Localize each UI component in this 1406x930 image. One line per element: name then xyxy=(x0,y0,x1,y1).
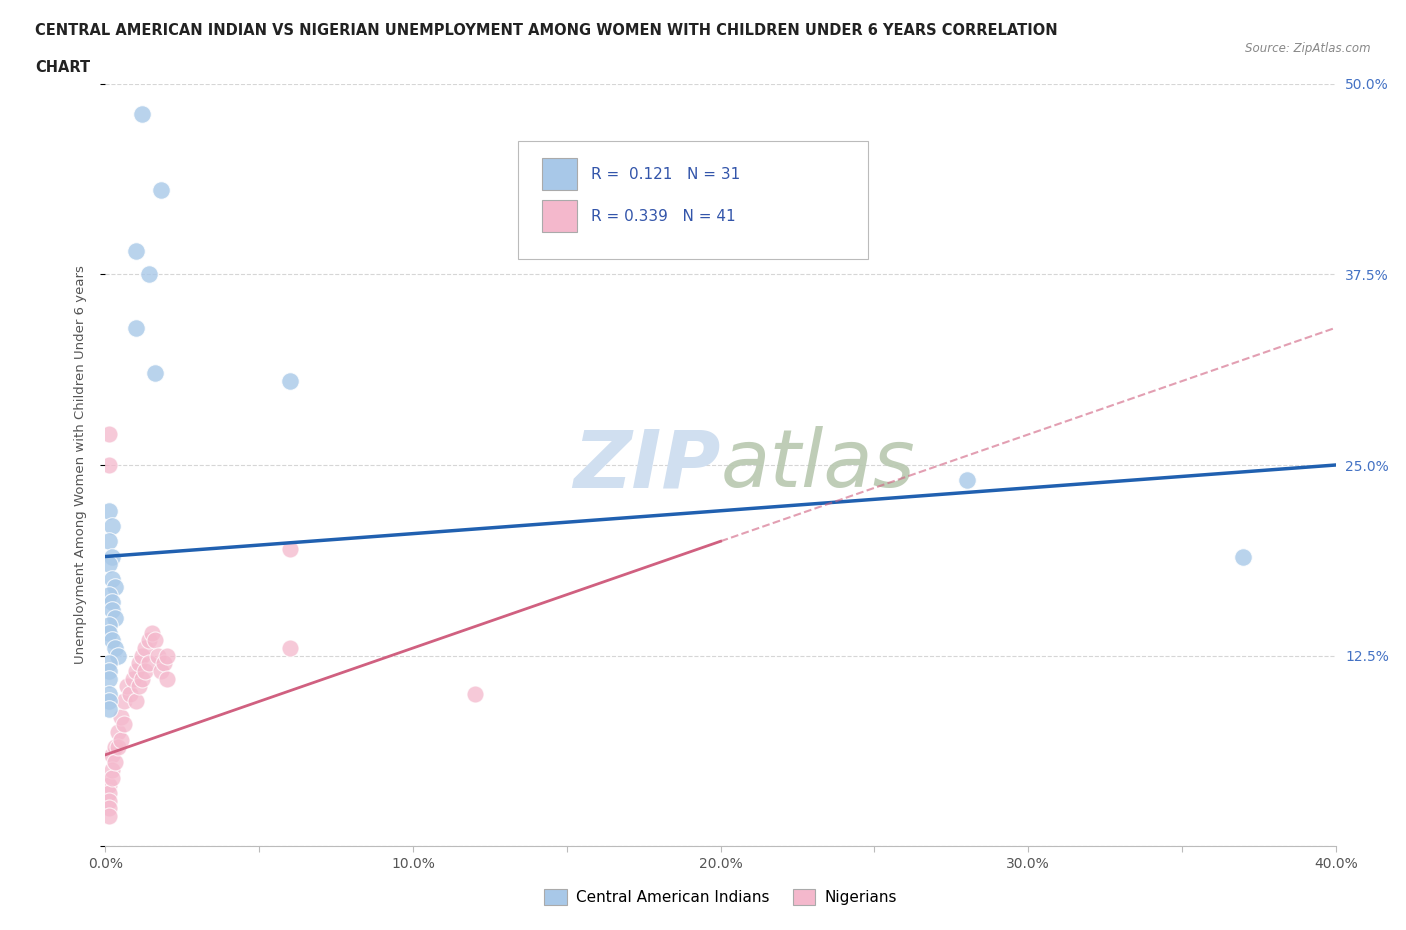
Point xyxy=(110,710,132,724)
Point xyxy=(134,663,156,678)
Point xyxy=(97,793,120,808)
Point xyxy=(156,648,179,663)
Point xyxy=(153,656,176,671)
Point xyxy=(104,579,127,594)
Point xyxy=(110,732,132,747)
Point xyxy=(97,777,120,792)
Point xyxy=(100,595,122,610)
Text: ZIP: ZIP xyxy=(574,426,721,504)
Point xyxy=(138,656,160,671)
Point xyxy=(1232,549,1254,564)
Point xyxy=(104,739,127,754)
Legend: Central American Indians, Nigerians: Central American Indians, Nigerians xyxy=(538,883,903,911)
Point xyxy=(97,587,120,602)
Point xyxy=(97,618,120,632)
Point xyxy=(138,267,160,282)
Point xyxy=(131,107,153,122)
Point xyxy=(97,663,120,678)
Point xyxy=(97,458,120,472)
Point xyxy=(138,633,160,648)
Point xyxy=(278,541,301,556)
Point xyxy=(97,503,120,518)
Point xyxy=(97,427,120,442)
Point xyxy=(100,549,122,564)
Point xyxy=(128,656,150,671)
Point xyxy=(131,648,153,663)
Point xyxy=(104,755,127,770)
Point xyxy=(464,686,486,701)
Point xyxy=(128,679,150,694)
Point xyxy=(104,641,127,656)
Point xyxy=(100,519,122,534)
Point xyxy=(100,633,122,648)
Text: CENTRAL AMERICAN INDIAN VS NIGERIAN UNEMPLOYMENT AMONG WOMEN WITH CHILDREN UNDER: CENTRAL AMERICAN INDIAN VS NIGERIAN UNEM… xyxy=(35,23,1057,38)
Point xyxy=(97,808,120,823)
Text: Source: ZipAtlas.com: Source: ZipAtlas.com xyxy=(1246,42,1371,55)
FancyBboxPatch shape xyxy=(517,141,869,259)
Point xyxy=(100,603,122,618)
Text: R =  0.121   N = 31: R = 0.121 N = 31 xyxy=(592,167,741,182)
Point xyxy=(97,557,120,572)
Point xyxy=(97,686,120,701)
Bar xyxy=(543,200,576,232)
Point xyxy=(97,534,120,549)
Point xyxy=(278,374,301,389)
Point xyxy=(97,694,120,709)
Point xyxy=(97,701,120,716)
Text: CHART: CHART xyxy=(35,60,90,75)
Point xyxy=(131,671,153,686)
Point xyxy=(120,686,141,701)
Point xyxy=(112,717,135,732)
Point xyxy=(125,244,148,259)
Y-axis label: Unemployment Among Women with Children Under 6 years: Unemployment Among Women with Children U… xyxy=(75,266,87,664)
Point xyxy=(125,320,148,335)
Point xyxy=(143,633,166,648)
Point xyxy=(97,671,120,686)
Point xyxy=(97,801,120,816)
Text: atlas: atlas xyxy=(721,426,915,504)
Point xyxy=(97,656,120,671)
Point xyxy=(156,671,179,686)
Point xyxy=(97,786,120,801)
Point xyxy=(122,671,145,686)
Point xyxy=(100,572,122,587)
Point xyxy=(97,625,120,640)
Point xyxy=(956,472,979,487)
Point xyxy=(134,641,156,656)
Point xyxy=(141,625,163,640)
Point xyxy=(107,648,129,663)
Point xyxy=(107,724,129,739)
Text: R = 0.339   N = 41: R = 0.339 N = 41 xyxy=(592,209,735,224)
Point xyxy=(143,366,166,381)
Point xyxy=(100,748,122,763)
Point xyxy=(146,648,169,663)
Point xyxy=(278,641,301,656)
Point xyxy=(112,694,135,709)
Point xyxy=(115,679,138,694)
Bar xyxy=(543,158,576,191)
Point xyxy=(107,739,129,754)
Point xyxy=(100,770,122,785)
Point xyxy=(125,694,148,709)
Point xyxy=(149,663,172,678)
Point xyxy=(149,183,172,198)
Point xyxy=(125,663,148,678)
Point xyxy=(100,763,122,777)
Point xyxy=(104,610,127,625)
